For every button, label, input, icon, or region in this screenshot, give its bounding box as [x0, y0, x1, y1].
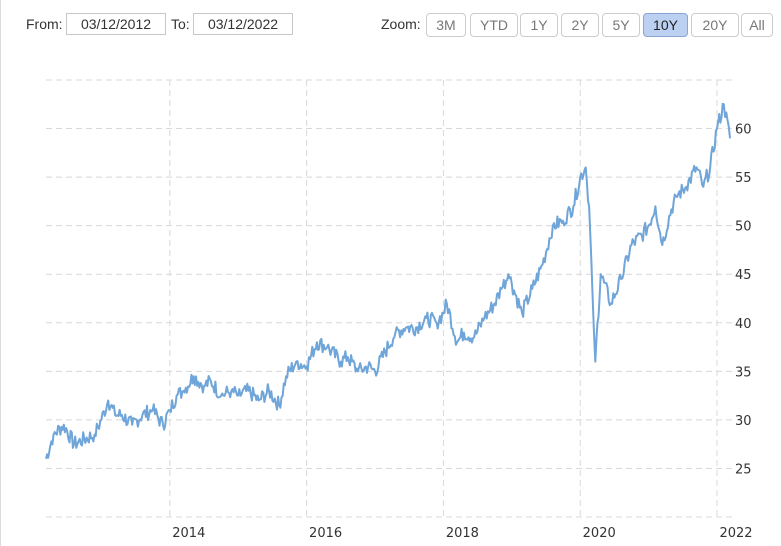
y-tick-label: 35 [735, 365, 752, 380]
x-tick-label: 2022 [719, 526, 752, 541]
gridlines [46, 79, 733, 518]
x-tick-label: 2018 [446, 526, 479, 541]
x-axis-labels: 2014 2016 2018 2020 2022 [172, 526, 752, 541]
zoom-button-10y[interactable]: 10Y [643, 13, 688, 37]
zoom-button-3m[interactable]: 3M [426, 13, 466, 37]
y-tick-label: 45 [735, 268, 752, 283]
left-border [0, 0, 1, 546]
zoom-label: Zoom: [381, 16, 421, 32]
y-tick-label: 40 [735, 317, 752, 332]
y-axis-labels: 25 30 35 40 45 50 55 60 [735, 123, 752, 478]
zoom-button-2y[interactable]: 2Y [561, 13, 599, 37]
to-date-input[interactable] [193, 13, 293, 35]
x-tick-label: 2020 [583, 526, 616, 541]
zoom-button-ytd[interactable]: YTD [470, 13, 518, 37]
x-tick-label: 2016 [309, 526, 342, 541]
y-tick-label: 30 [735, 414, 752, 429]
y-tick-label: 25 [735, 462, 752, 477]
from-date-input[interactable] [66, 13, 166, 35]
y-tick-label: 55 [735, 171, 752, 186]
zoom-button-5y[interactable]: 5Y [602, 13, 640, 37]
x-tick-label: 2014 [172, 526, 205, 541]
from-label: From: [26, 16, 63, 32]
zoom-button-all[interactable]: All [741, 13, 773, 37]
to-label: To: [171, 16, 190, 32]
y-tick-label: 50 [735, 220, 752, 235]
y-tick-label: 60 [735, 123, 752, 138]
price-series-line [45, 102, 731, 459]
zoom-button-1y[interactable]: 1Y [520, 13, 558, 37]
zoom-button-20y[interactable]: 20Y [691, 13, 739, 37]
